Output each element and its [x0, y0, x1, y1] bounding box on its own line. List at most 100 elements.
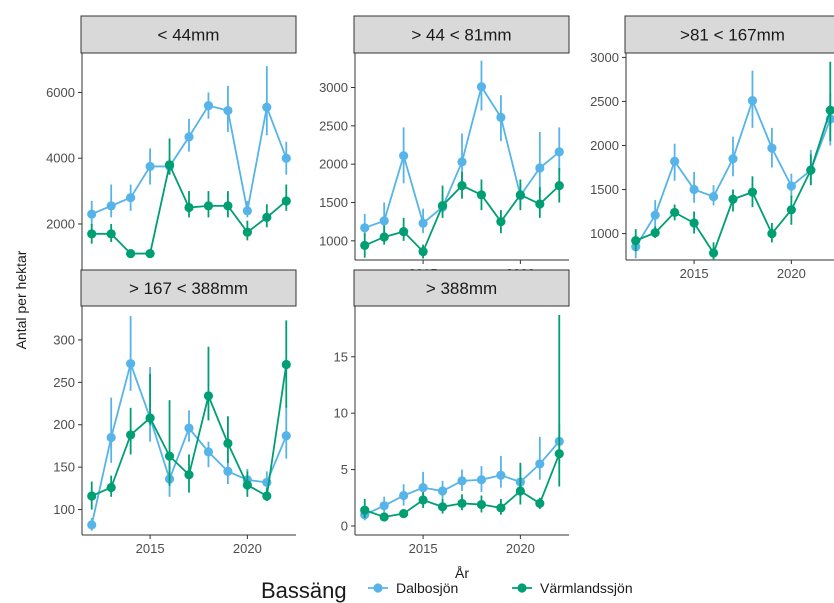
data-point — [476, 499, 487, 510]
data-point — [126, 248, 136, 259]
panel: > 388mm 0 5 10 15 2015 2020 — [334, 269, 570, 556]
data-point — [126, 430, 136, 440]
data-point — [164, 160, 175, 170]
data-point — [106, 229, 116, 239]
facet-strip-label: >81 < 167mm — [680, 26, 785, 45]
data-point — [242, 227, 252, 237]
data-point — [145, 413, 155, 423]
data-point — [708, 248, 719, 258]
data-point — [418, 246, 428, 257]
data-point — [437, 486, 448, 496]
data-point — [184, 202, 194, 213]
data-point — [242, 480, 252, 490]
legend-title: Bassäng — [261, 578, 347, 603]
y-tick-label: 2000 — [319, 157, 348, 172]
data-point — [87, 229, 97, 239]
plot-area — [360, 315, 564, 522]
data-point — [145, 161, 155, 172]
data-point — [399, 490, 409, 501]
facet-strip — [624, 15, 834, 54]
legend-key-point — [517, 583, 527, 593]
data-point — [535, 498, 545, 509]
y-axis-title: Antal per hektar — [13, 250, 29, 349]
series-varmlandssjon — [87, 320, 291, 510]
data-point — [281, 431, 291, 441]
data-point — [184, 470, 194, 480]
data-point — [554, 147, 564, 157]
data-point — [476, 190, 487, 200]
data-point — [767, 143, 777, 153]
data-point — [87, 520, 97, 530]
data-point — [360, 505, 370, 515]
plot-area — [631, 61, 834, 260]
data-point — [457, 181, 467, 191]
data-point — [631, 236, 641, 246]
y-tick-label: 250 — [53, 375, 75, 390]
data-point — [203, 391, 214, 401]
x-tick-label: 2015 — [680, 266, 709, 281]
data-point — [806, 165, 816, 175]
data-point — [360, 240, 370, 251]
data-point — [476, 475, 487, 485]
y-tick-label: 2000 — [46, 216, 75, 231]
y-tick-label: 5 — [341, 462, 348, 477]
facet-strip — [353, 15, 570, 54]
data-point — [437, 200, 448, 211]
series-dalbosjon — [87, 316, 291, 531]
data-point — [535, 459, 545, 469]
data-point — [281, 196, 291, 206]
data-point — [223, 466, 233, 476]
data-point — [87, 491, 97, 501]
data-point — [418, 495, 428, 505]
y-tick-label: 0 — [341, 518, 348, 533]
series-dalbosjon — [360, 60, 564, 237]
data-point — [126, 359, 136, 369]
data-point — [399, 151, 409, 161]
data-point — [418, 483, 428, 493]
data-point — [786, 205, 796, 215]
data-point — [554, 449, 564, 459]
y-tick-label: 4000 — [46, 151, 75, 166]
data-point — [399, 227, 409, 237]
legend: Bassäng Dalbosjön Värmlandssjön — [261, 578, 633, 603]
data-point — [106, 482, 116, 493]
data-point — [786, 181, 796, 191]
data-point — [476, 82, 487, 92]
data-point — [379, 501, 389, 511]
data-point — [670, 156, 680, 166]
panel: >81 < 167mm 1000 1500 2000 2500 3000 2015 2020 — [590, 15, 834, 281]
data-point — [825, 105, 834, 115]
data-point — [242, 206, 252, 216]
y-tick-label: 15 — [334, 349, 348, 364]
data-point — [399, 508, 409, 519]
data-point — [106, 432, 116, 443]
data-point — [164, 451, 175, 461]
panel: > 44 < 81mm1000150020002500300020152020 — [319, 15, 570, 281]
x-axis-title: År — [455, 565, 469, 581]
series-line — [635, 109, 832, 255]
data-point — [457, 498, 467, 509]
data-point — [689, 218, 699, 228]
data-point — [747, 95, 758, 106]
series-varmlandssjon — [631, 61, 834, 260]
data-point — [515, 486, 525, 496]
data-point — [223, 105, 233, 116]
data-point — [535, 163, 545, 173]
data-point — [262, 102, 272, 112]
y-tick-label: 10 — [334, 406, 348, 421]
panel: < 44mm20004000600020152020 — [46, 15, 297, 291]
y-tick-label: 2500 — [319, 118, 348, 133]
data-point — [535, 199, 545, 209]
x-tick-label: 2020 — [506, 541, 535, 556]
data-point — [379, 512, 389, 522]
facet-strip — [80, 269, 297, 307]
data-point — [106, 201, 116, 211]
data-point — [184, 423, 194, 433]
facet-strip-label: > 44 < 81mm — [411, 26, 511, 45]
data-point — [457, 476, 467, 486]
y-tick-label: 200 — [53, 417, 75, 432]
plot-area — [87, 66, 291, 259]
legend-key-point — [373, 583, 383, 593]
data-point — [747, 187, 758, 197]
data-point — [670, 207, 680, 218]
